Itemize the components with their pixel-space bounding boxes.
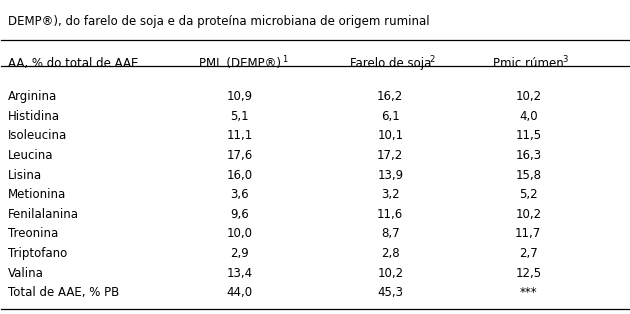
Text: 10,1: 10,1 [377,129,403,142]
Text: 11,5: 11,5 [515,129,541,142]
Text: Valina: Valina [8,267,43,279]
Text: 10,2: 10,2 [515,90,541,103]
Text: 3: 3 [563,55,568,64]
Text: PML (DEMP®): PML (DEMP®) [198,57,281,70]
Text: Histidina: Histidina [8,110,60,123]
Text: 2,9: 2,9 [231,247,249,260]
Text: 11,7: 11,7 [515,227,541,240]
Text: 3,2: 3,2 [381,188,399,201]
Text: ***: *** [520,286,537,299]
Text: Treonina: Treonina [8,227,58,240]
Text: 10,0: 10,0 [227,227,253,240]
Text: 6,1: 6,1 [381,110,399,123]
Text: 10,2: 10,2 [377,267,403,279]
Text: Metionina: Metionina [8,188,66,201]
Text: Lisina: Lisina [8,169,42,181]
Text: Farelo de soja: Farelo de soja [350,57,431,70]
Text: Arginina: Arginina [8,90,57,103]
Text: 8,7: 8,7 [381,227,399,240]
Text: 45,3: 45,3 [377,286,403,299]
Text: Isoleucina: Isoleucina [8,129,67,142]
Text: 11,6: 11,6 [377,208,403,221]
Text: 13,4: 13,4 [227,267,253,279]
Text: AA, % do total de AAE: AA, % do total de AAE [8,57,138,70]
Text: 2,8: 2,8 [381,247,399,260]
Text: 2: 2 [429,55,435,64]
Text: 3,6: 3,6 [231,188,249,201]
Text: 9,6: 9,6 [231,208,249,221]
Text: 16,3: 16,3 [515,149,541,162]
Text: Fenilalanina: Fenilalanina [8,208,79,221]
Text: 15,8: 15,8 [515,169,541,181]
Text: 44,0: 44,0 [227,286,253,299]
Text: 17,6: 17,6 [227,149,253,162]
Text: 12,5: 12,5 [515,267,541,279]
Text: DEMP®), do farelo de soja e da proteína microbiana de origem ruminal: DEMP®), do farelo de soja e da proteína … [8,15,429,28]
Text: 5,2: 5,2 [519,188,537,201]
Text: Leucina: Leucina [8,149,53,162]
Text: Triptofano: Triptofano [8,247,67,260]
Text: 16,0: 16,0 [227,169,253,181]
Text: 10,2: 10,2 [515,208,541,221]
Text: Pmic rúmen: Pmic rúmen [493,57,564,70]
Text: 11,1: 11,1 [227,129,253,142]
Text: 4,0: 4,0 [519,110,537,123]
Text: 2,7: 2,7 [519,247,537,260]
Text: 16,2: 16,2 [377,90,403,103]
Text: 13,9: 13,9 [377,169,403,181]
Text: Total de AAE, % PB: Total de AAE, % PB [8,286,119,299]
Text: 10,9: 10,9 [227,90,253,103]
Text: 5,1: 5,1 [231,110,249,123]
Text: 17,2: 17,2 [377,149,403,162]
Text: 1: 1 [282,55,288,64]
